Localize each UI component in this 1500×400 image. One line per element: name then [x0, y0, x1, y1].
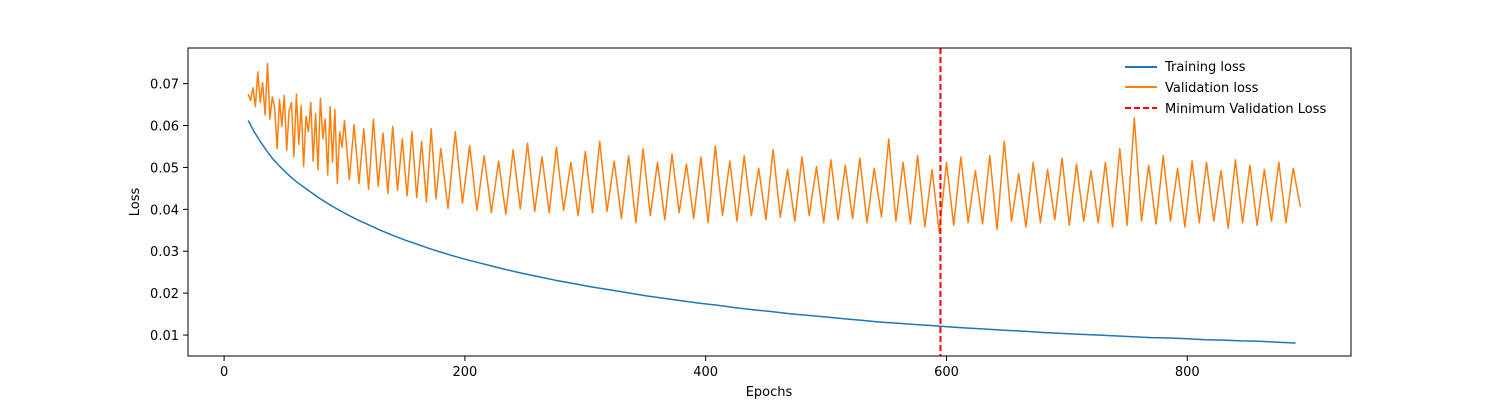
legend-label-training-loss: Training loss	[1164, 60, 1246, 75]
y-tick-label: 0.04	[150, 203, 179, 218]
y-tick-label: 0.01	[150, 329, 179, 344]
y-axis-title: Loss	[128, 188, 143, 217]
y-tick-label: 0.06	[150, 120, 179, 135]
y-tick-label: 0.02	[150, 287, 179, 302]
y-axis-ticks: 0.01 0.02 0.03 0.04 0.05 0.06 0.07	[150, 78, 188, 344]
y-tick-label: 0.07	[150, 78, 179, 93]
y-tick-label: 0.05	[150, 161, 179, 176]
plot-content	[247, 48, 1302, 356]
legend-label-minimum-validation-loss: Minimum Validation Loss	[1165, 102, 1326, 117]
y-tick-label: 0.03	[150, 245, 179, 260]
x-axis-title: Epochs	[746, 385, 793, 400]
legend: Training loss Validation loss Minimum Va…	[1125, 60, 1326, 117]
x-axis-ticks: 0 200 400 600 800	[220, 356, 1200, 380]
x-tick-label: 400	[693, 365, 718, 380]
series-line-0	[247, 120, 1296, 344]
x-tick-label: 600	[934, 365, 959, 380]
legend-label-validation-loss: Validation loss	[1165, 81, 1259, 96]
x-tick-label: 200	[452, 365, 477, 380]
x-tick-label: 0	[220, 365, 228, 380]
x-tick-label: 800	[1175, 365, 1200, 380]
series-line-1	[247, 62, 1302, 234]
plot-frame	[187, 47, 1352, 357]
